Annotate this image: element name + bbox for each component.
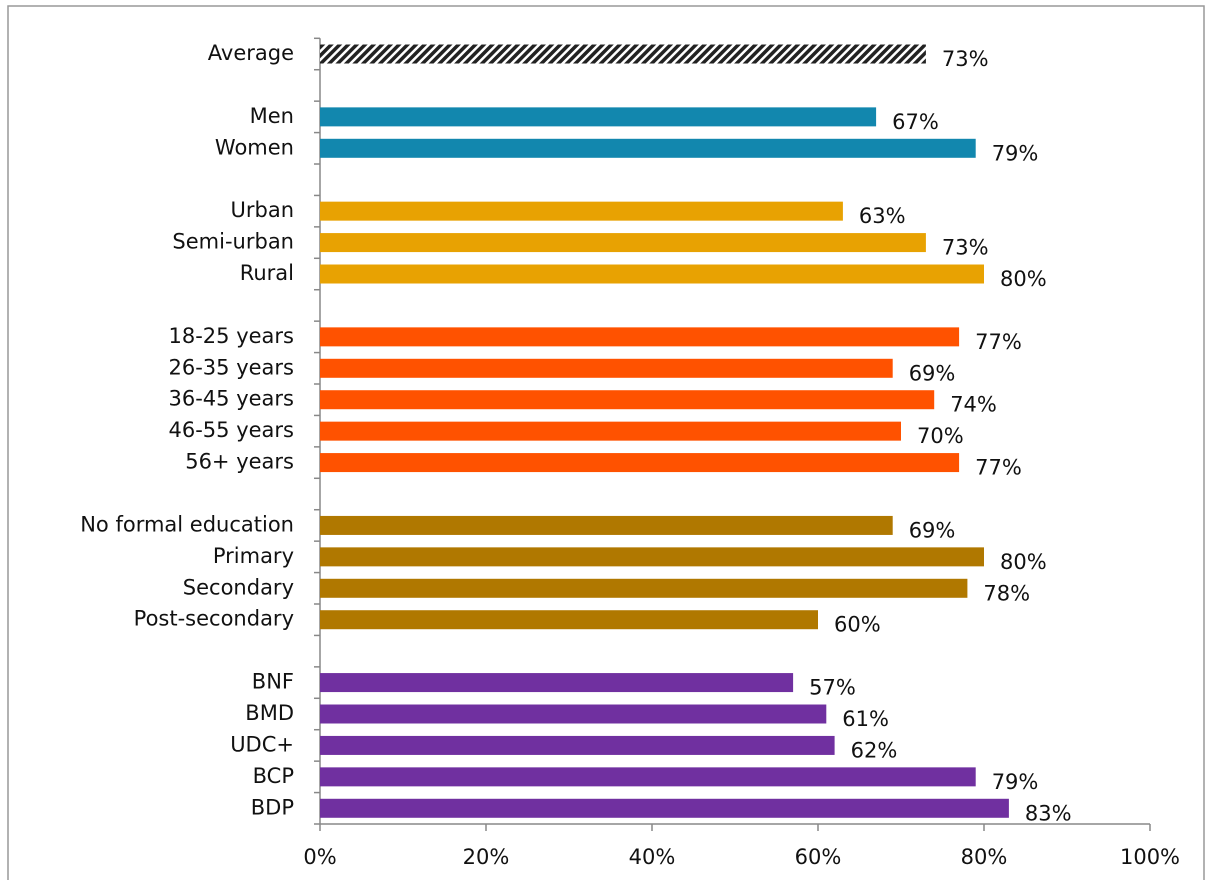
value-label: 69% <box>909 361 956 385</box>
value-label: 62% <box>851 738 898 762</box>
x-tick-label: 100% <box>1120 845 1180 869</box>
bar <box>320 107 877 127</box>
bar <box>320 201 843 221</box>
bar <box>320 138 976 158</box>
y-tick-label: BNF <box>252 670 294 694</box>
value-label: 79% <box>992 770 1039 794</box>
y-tick-label: 18-25 years <box>169 324 295 348</box>
value-label: 60% <box>834 613 881 637</box>
value-label: 61% <box>842 707 889 731</box>
y-tick-label: 36-45 years <box>169 387 295 411</box>
y-tick-label: 46-55 years <box>169 418 295 442</box>
value-label: 69% <box>909 518 956 542</box>
value-label: 63% <box>859 204 906 228</box>
x-tick-label: 20% <box>463 845 510 869</box>
y-tick-label: Women <box>215 135 294 159</box>
x-tick-label: 80% <box>961 845 1008 869</box>
bar <box>320 578 968 598</box>
bar <box>320 610 818 630</box>
bar <box>320 421 901 441</box>
value-label: 77% <box>975 456 1022 480</box>
value-label: 70% <box>917 424 964 448</box>
x-tick-label: 60% <box>795 845 842 869</box>
value-label: 73% <box>942 236 989 260</box>
bar <box>320 767 976 787</box>
value-label: 83% <box>1025 801 1072 825</box>
y-tick-label: Men <box>250 104 294 128</box>
chart-frame <box>7 5 1205 884</box>
bar <box>320 327 960 347</box>
value-label: 77% <box>975 330 1022 354</box>
bar <box>320 390 935 410</box>
y-tick-label: BCP <box>253 764 294 788</box>
bar <box>320 673 794 693</box>
y-tick-label: 56+ years <box>185 450 294 474</box>
bar <box>320 358 893 378</box>
bar <box>320 798 1009 818</box>
bar <box>320 233 926 253</box>
bar <box>320 704 827 724</box>
y-tick-label: Rural <box>240 261 294 285</box>
y-tick-label: 26-35 years <box>169 355 295 379</box>
y-tick-label: Urban <box>230 198 294 222</box>
value-label: 78% <box>983 581 1030 605</box>
bar <box>320 515 893 535</box>
value-label: 80% <box>1000 267 1047 291</box>
bar <box>320 44 926 64</box>
value-label: 80% <box>1000 550 1047 574</box>
value-label: 57% <box>809 676 856 700</box>
value-label: 74% <box>950 393 997 417</box>
bar <box>320 735 835 755</box>
y-tick-label: BDP <box>251 795 294 819</box>
value-label: 73% <box>942 47 989 71</box>
bar <box>320 453 960 473</box>
bar <box>320 264 984 284</box>
value-label: 67% <box>892 110 939 134</box>
value-label: 79% <box>992 141 1039 165</box>
x-tick-label: 0% <box>303 845 336 869</box>
y-tick-label: Post-secondary <box>134 607 294 631</box>
y-tick-label: Average <box>208 41 294 65</box>
y-tick-label: UDC+ <box>230 732 294 756</box>
x-tick-label: 40% <box>629 845 676 869</box>
y-tick-label: No formal education <box>80 512 294 536</box>
y-tick-label: Primary <box>213 544 294 568</box>
bar <box>320 547 984 567</box>
y-tick-label: Semi-urban <box>172 230 294 254</box>
y-tick-label: Secondary <box>183 575 294 599</box>
y-tick-label: BMD <box>245 701 294 725</box>
